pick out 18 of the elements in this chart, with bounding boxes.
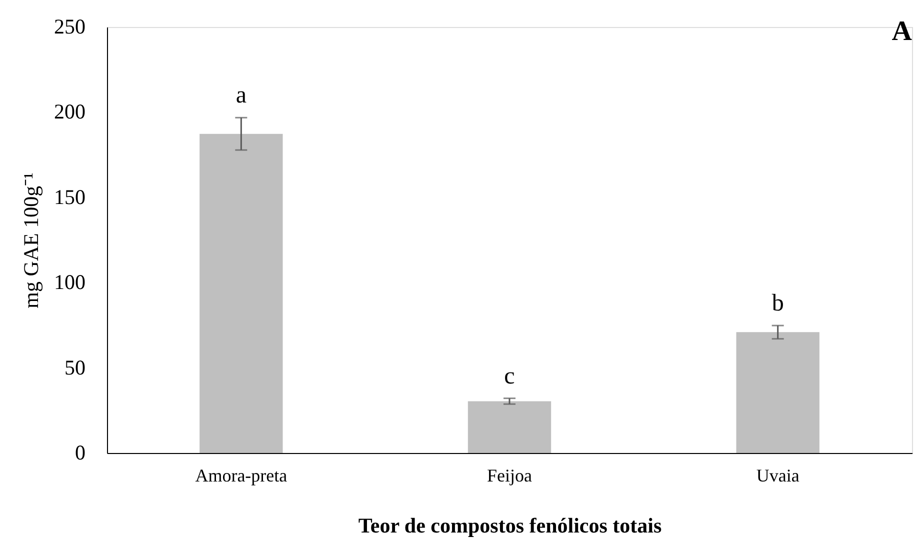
bar bbox=[200, 134, 283, 453]
y-tick-label: 200 bbox=[54, 100, 86, 124]
bar bbox=[468, 401, 552, 453]
y-tick-label: 100 bbox=[54, 270, 86, 294]
annotation: a bbox=[236, 82, 247, 109]
x-tick-label: Feijoa bbox=[487, 466, 532, 486]
y-tick-label: 50 bbox=[64, 355, 86, 380]
x-tick-label: Amora-preta bbox=[195, 466, 288, 486]
y-axis-title: mg GAE 100g⁻¹ bbox=[19, 172, 43, 308]
y-tick-label: 0 bbox=[75, 440, 86, 464]
bar bbox=[736, 332, 820, 453]
annotation: b bbox=[772, 290, 784, 317]
chart-title: A bbox=[892, 16, 913, 47]
annotation: c bbox=[504, 363, 515, 390]
y-tick-label: 150 bbox=[54, 184, 86, 209]
y-tick-label: 250 bbox=[54, 14, 86, 38]
x-tick-label: Uvaia bbox=[756, 466, 800, 486]
x-axis-title: Teor de compostos fenólicos totais bbox=[358, 514, 662, 538]
